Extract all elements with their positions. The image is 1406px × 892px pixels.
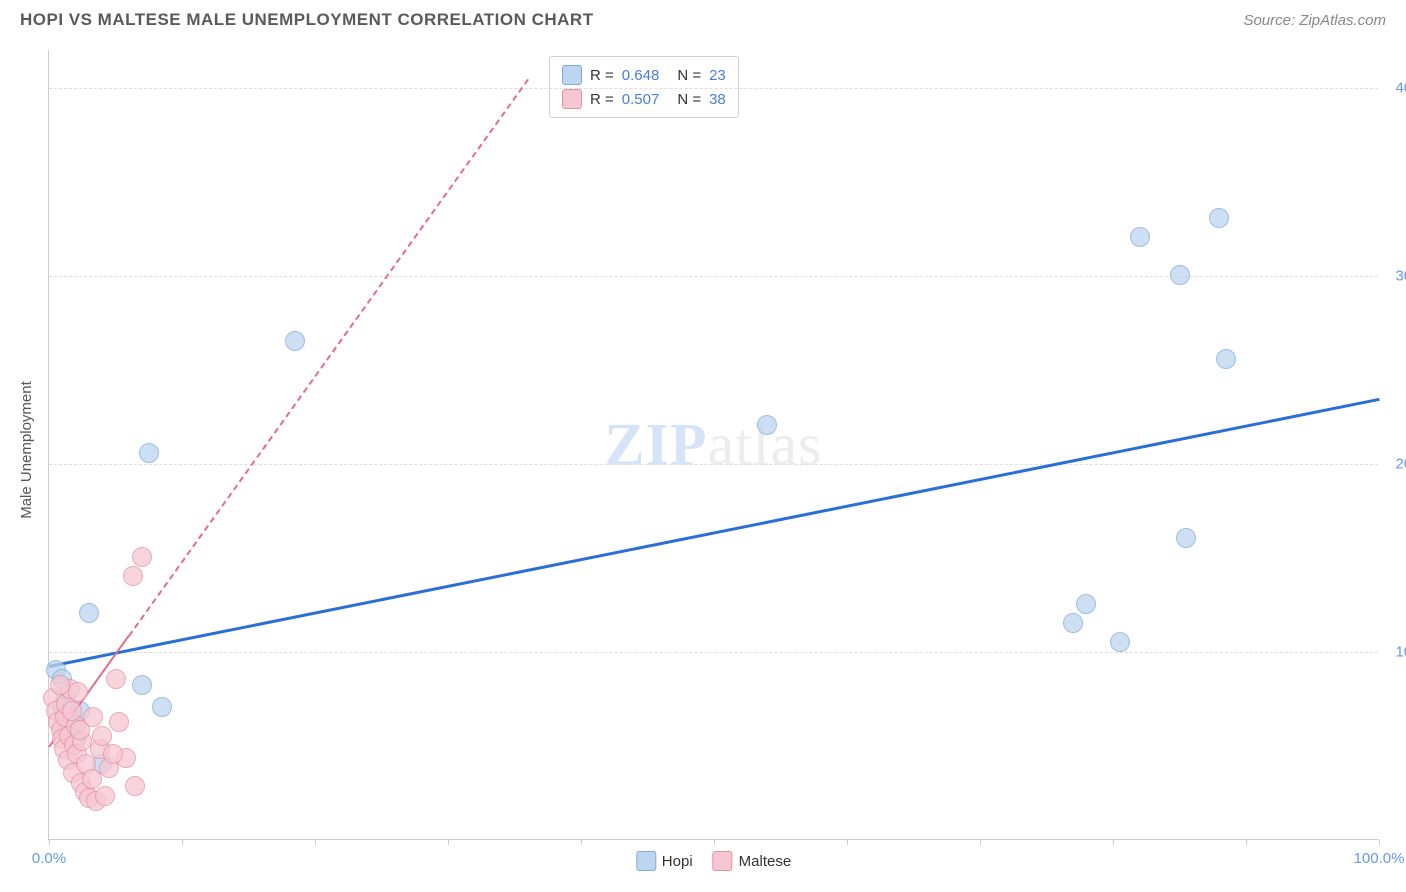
data-point (68, 682, 88, 702)
legend-r-label: R = (590, 91, 614, 108)
legend-swatch (562, 89, 582, 109)
legend-item: Maltese (713, 851, 792, 871)
x-tick (49, 839, 50, 845)
x-tick (1246, 839, 1247, 845)
data-point (1176, 528, 1196, 548)
data-point (50, 675, 70, 695)
data-point (95, 786, 115, 806)
watermark-zip: ZIP (605, 411, 708, 477)
data-point (285, 331, 305, 351)
x-tick (448, 839, 449, 845)
data-point (62, 701, 82, 721)
x-tick (315, 839, 316, 845)
legend-n-label: N = (677, 91, 701, 108)
x-tick-label: 0.0% (32, 850, 66, 867)
legend-row: R = 0.507 N = 38 (562, 87, 726, 111)
legend-item: Hopi (636, 851, 693, 871)
data-point (1130, 227, 1150, 247)
gridline (49, 464, 1378, 465)
legend-n-value: 23 (709, 67, 726, 84)
legend-swatch (636, 851, 656, 871)
data-point (125, 776, 145, 796)
legend-row: R = 0.648 N = 23 (562, 63, 726, 87)
x-tick (714, 839, 715, 845)
data-point (1063, 613, 1083, 633)
x-tick (581, 839, 582, 845)
gridline (49, 652, 1378, 653)
legend-label: Maltese (739, 853, 792, 870)
data-point (79, 603, 99, 623)
x-tick (1379, 839, 1380, 845)
data-point (757, 415, 777, 435)
data-point (83, 707, 103, 727)
legend-r-label: R = (590, 67, 614, 84)
scatter-chart: ZIPatlas R =0.648N =23R =0.507N =38 Hopi… (48, 50, 1378, 840)
y-tick-label: 20.0% (1395, 455, 1406, 472)
trend-line (128, 79, 529, 637)
data-point (103, 744, 123, 764)
y-tick-label: 40.0% (1395, 79, 1406, 96)
data-point (152, 697, 172, 717)
x-tick (847, 839, 848, 845)
data-point (92, 726, 112, 746)
data-point (132, 547, 152, 567)
page-title: HOPI VS MALTESE MALE UNEMPLOYMENT CORREL… (20, 10, 594, 30)
x-tick (980, 839, 981, 845)
legend-swatch (713, 851, 733, 871)
watermark: ZIPatlas (605, 410, 823, 479)
series-legend: Hopi Maltese (636, 851, 791, 871)
legend-n-label: N = (677, 67, 701, 84)
legend-r-value: 0.507 (622, 91, 660, 108)
source-label: Source: ZipAtlas.com (1243, 12, 1386, 29)
legend-label: Hopi (662, 853, 693, 870)
data-point (132, 675, 152, 695)
legend-n-value: 38 (709, 91, 726, 108)
y-tick-label: 10.0% (1395, 643, 1406, 660)
data-point (106, 669, 126, 689)
x-tick-label: 100.0% (1354, 850, 1405, 867)
data-point (1170, 265, 1190, 285)
data-point (109, 712, 129, 732)
y-tick-label: 30.0% (1395, 267, 1406, 284)
data-point (1209, 208, 1229, 228)
data-point (123, 566, 143, 586)
data-point (1216, 349, 1236, 369)
header: HOPI VS MALTESE MALE UNEMPLOYMENT CORREL… (0, 0, 1406, 35)
data-point (139, 443, 159, 463)
x-tick (1113, 839, 1114, 845)
x-tick (182, 839, 183, 845)
data-point (82, 769, 102, 789)
legend-r-value: 0.648 (622, 67, 660, 84)
y-axis-label: Male Unemployment (18, 381, 35, 519)
data-point (1076, 594, 1096, 614)
data-point (1110, 632, 1130, 652)
gridline (49, 88, 1378, 89)
legend-swatch (562, 65, 582, 85)
